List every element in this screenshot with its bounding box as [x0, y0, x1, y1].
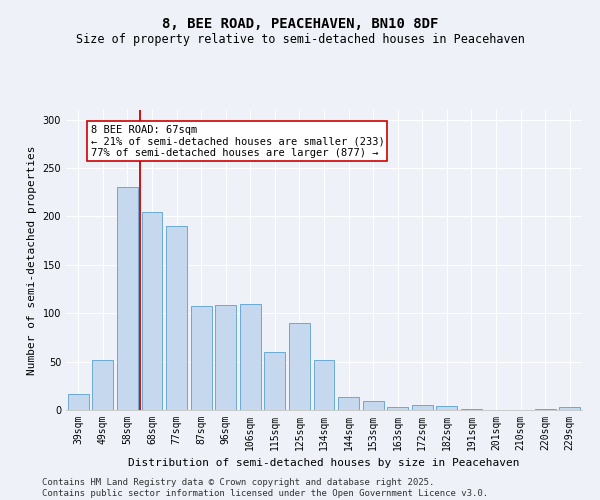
Text: Contains HM Land Registry data © Crown copyright and database right 2025.
Contai: Contains HM Land Registry data © Crown c… [42, 478, 488, 498]
Bar [191, 306, 212, 410]
Bar [117, 188, 138, 410]
Bar [289, 323, 310, 410]
Bar [314, 360, 334, 410]
Bar [92, 360, 113, 410]
Bar [215, 306, 236, 410]
Bar [362, 402, 383, 410]
Y-axis label: Number of semi-detached properties: Number of semi-detached properties [27, 145, 37, 375]
Text: Size of property relative to semi-detached houses in Peacehaven: Size of property relative to semi-detach… [76, 32, 524, 46]
Bar [265, 352, 286, 410]
Bar [68, 394, 89, 410]
Bar [387, 407, 408, 410]
Text: 8, BEE ROAD, PEACEHAVEN, BN10 8DF: 8, BEE ROAD, PEACEHAVEN, BN10 8DF [162, 18, 438, 32]
Bar [412, 405, 433, 410]
Bar [338, 398, 359, 410]
Bar [142, 212, 163, 410]
Bar [240, 304, 261, 410]
Bar [461, 409, 482, 410]
Bar [436, 406, 457, 410]
Bar [166, 226, 187, 410]
Text: 8 BEE ROAD: 67sqm
← 21% of semi-detached houses are smaller (233)
77% of semi-de: 8 BEE ROAD: 67sqm ← 21% of semi-detached… [91, 124, 385, 158]
Bar [535, 409, 556, 410]
Bar [559, 407, 580, 410]
X-axis label: Distribution of semi-detached houses by size in Peacehaven: Distribution of semi-detached houses by … [128, 458, 520, 468]
